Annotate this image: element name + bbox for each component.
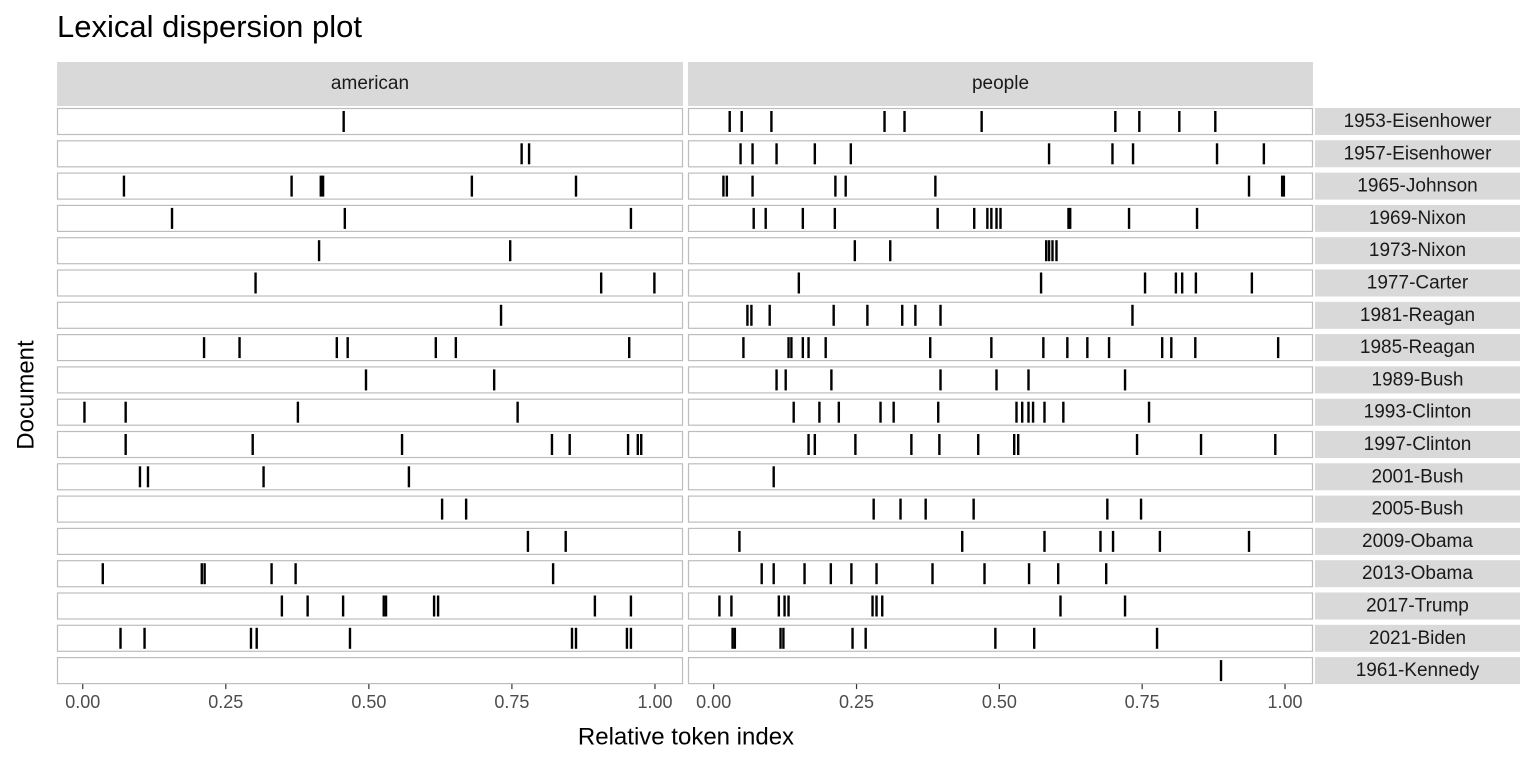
row-strip <box>1315 495 1520 523</box>
row-panel <box>687 560 1314 588</box>
row-panel <box>56 398 684 426</box>
document-label: 1985-Reagan <box>1360 337 1475 358</box>
row-panel <box>56 366 684 394</box>
x-tick-label: 0.75 <box>494 692 529 712</box>
x-tick-label: 1.00 <box>637 692 672 712</box>
row-strip <box>1315 592 1520 620</box>
document-label: 1961-Kennedy <box>1356 660 1480 681</box>
row-panel <box>56 140 684 168</box>
document-label: 2021-Biden <box>1369 628 1466 649</box>
row-panel <box>56 301 684 329</box>
row-panel <box>56 624 684 652</box>
row-strip <box>1315 398 1520 426</box>
row-panel <box>687 592 1314 620</box>
row-panel <box>687 656 1314 685</box>
row-strip <box>1315 237 1520 265</box>
row-strip <box>1315 140 1520 168</box>
row-strip <box>1315 463 1520 491</box>
row-panel <box>687 398 1314 426</box>
document-label: 1977-Carter <box>1367 273 1469 294</box>
document-label: 2005-Bush <box>1372 499 1464 520</box>
document-label: 1957-Eisenhower <box>1344 143 1493 164</box>
row-panel <box>687 269 1314 297</box>
row-panel <box>56 237 684 265</box>
row-panel <box>687 430 1314 459</box>
facet-label: american <box>331 73 409 94</box>
row-strip <box>1315 366 1520 394</box>
document-label: 2001-Bush <box>1372 466 1464 487</box>
row-panel <box>687 366 1314 394</box>
row-panel <box>56 592 684 620</box>
row-panel <box>687 140 1314 168</box>
row-panel <box>687 334 1314 362</box>
x-tick-label: 0.50 <box>351 692 386 712</box>
x-tick-label: 0.25 <box>208 692 243 712</box>
row-panel <box>56 269 684 297</box>
x-tick-label: 0.75 <box>1125 692 1160 712</box>
document-label: 1981-Reagan <box>1360 305 1475 326</box>
x-tick-label: 1.00 <box>1267 692 1302 712</box>
document-label: 1997-Clinton <box>1364 434 1472 455</box>
row-panel <box>56 172 684 200</box>
facet-strip <box>57 62 683 106</box>
row-panel <box>687 107 1314 136</box>
document-label: 2017-Trump <box>1366 596 1469 617</box>
document-label: 1965-Johnson <box>1357 176 1477 197</box>
row-strip <box>1315 560 1520 588</box>
row-strip <box>1315 269 1520 297</box>
row-panel <box>687 495 1314 523</box>
row-strip <box>1315 527 1520 555</box>
document-label: 1953-Eisenhower <box>1344 111 1493 132</box>
y-axis-label: Document <box>12 340 39 450</box>
row-panel <box>56 204 684 232</box>
document-label: 2009-Obama <box>1362 531 1473 552</box>
document-label: 1969-Nixon <box>1369 208 1466 229</box>
row-strip <box>1315 301 1520 329</box>
row-panel <box>687 237 1314 265</box>
x-tick-label: 0.50 <box>982 692 1017 712</box>
row-panel <box>56 107 684 136</box>
row-panel <box>687 624 1314 652</box>
row-panel <box>56 334 684 362</box>
x-axis-label: Relative token index <box>578 723 794 750</box>
x-tick-label: 0.00 <box>696 692 731 712</box>
row-panel <box>56 527 684 556</box>
row-panel <box>687 463 1314 491</box>
document-label: 1989-Bush <box>1372 369 1464 390</box>
facet-strip <box>688 62 1313 106</box>
facet-label: people <box>972 73 1029 94</box>
row-panel <box>56 656 684 685</box>
chart-title: Lexical dispersion plot <box>57 9 362 44</box>
row-strip <box>1315 431 1520 458</box>
row-strip <box>1315 624 1520 652</box>
row-panel <box>687 527 1314 556</box>
document-label: 1993-Clinton <box>1364 402 1472 423</box>
row-strip <box>1315 334 1520 362</box>
document-label: 2013-Obama <box>1362 563 1473 584</box>
x-tick-label: 0.25 <box>839 692 874 712</box>
document-label: 1973-Nixon <box>1369 240 1466 261</box>
x-tick-label: 0.00 <box>65 692 100 712</box>
row-panel <box>687 172 1314 200</box>
row-strip <box>1315 108 1520 135</box>
row-panel <box>687 301 1314 329</box>
row-strip <box>1315 657 1520 685</box>
row-panel <box>56 463 684 491</box>
row-panel <box>56 430 684 459</box>
row-panel <box>56 560 684 588</box>
row-strip <box>1315 204 1520 232</box>
row-panel <box>56 495 684 523</box>
row-strip <box>1315 172 1520 200</box>
